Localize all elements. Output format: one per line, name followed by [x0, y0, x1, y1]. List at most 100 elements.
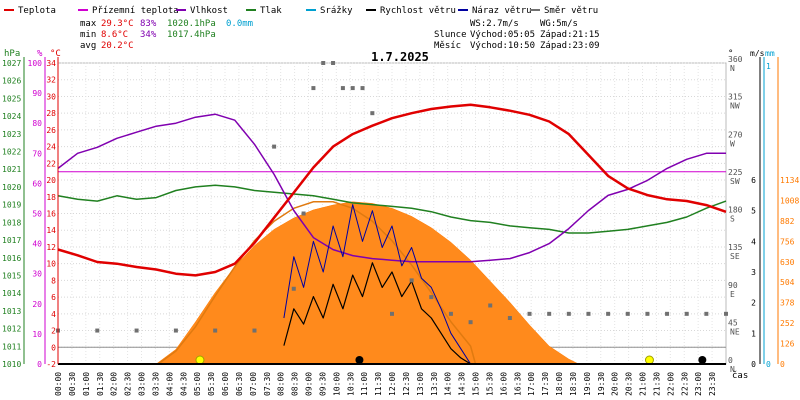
- wind-direction-point: [507, 316, 512, 321]
- wind-direction-point: [321, 61, 326, 65]
- stat-max-press: 1020.1hPa: [167, 19, 216, 29]
- hpa-tick-label: 1023: [2, 130, 21, 139]
- legend-label: Teplota: [18, 6, 56, 16]
- temp-tick-label: 30: [46, 92, 56, 101]
- wm2-tick-label: 252: [780, 319, 795, 328]
- wm2-tick-label: 756: [780, 237, 795, 246]
- dir-axis-unit: °: [728, 49, 733, 59]
- wind-direction-point: [665, 311, 670, 316]
- x-tick-label: 21:30: [652, 372, 661, 396]
- stat-min-press: 1017.4hPa: [167, 30, 216, 40]
- legend: Teplota Přízemní teplota Vlhkost Tlak Srážky…: [4, 6, 598, 16]
- x-tick-label: 18:00: [555, 372, 564, 396]
- hpa-tick-label: 1015: [2, 271, 21, 280]
- x-tick-label: 15:00: [472, 372, 481, 396]
- legend-label: Náraz větru: [472, 6, 532, 16]
- pct-tick-label: 60: [32, 179, 42, 188]
- x-tick-label: 05:30: [207, 372, 216, 396]
- x-tick-label: 03:00: [138, 372, 147, 396]
- x-tick-label: 19:30: [597, 372, 606, 396]
- wind-direction-point: [340, 86, 345, 91]
- x-tick-label: 15:30: [485, 372, 494, 396]
- stat-max-rain: 0.0mm: [226, 19, 253, 29]
- wind-direction-point: [390, 311, 394, 316]
- humidity-line: [57, 113, 726, 263]
- x-tick-label: 09:00: [305, 372, 314, 396]
- hpa-tick-label: 1022: [2, 148, 21, 157]
- wind-direction-point: [213, 328, 218, 333]
- wind-direction-point: [586, 311, 591, 316]
- temperature-line: [57, 103, 727, 277]
- x-tick-label: 07:00: [249, 372, 258, 396]
- wm2-tick-label: 126: [780, 340, 795, 349]
- x-tick-label: 22:00: [666, 372, 675, 396]
- x-tick-label: 02:00: [110, 372, 119, 396]
- temp-tick-label: 8: [51, 276, 56, 285]
- moon-rise: Východ:10:50: [470, 41, 535, 51]
- hpa-tick-label: 1026: [2, 77, 21, 86]
- x-tick-label: 04:30: [179, 372, 188, 396]
- dir-tick-degree: 180: [728, 206, 743, 215]
- x-tick-label: 08:30: [291, 372, 300, 396]
- wind-gust-line: [283, 204, 472, 365]
- sun-rise: Východ:05:05: [470, 30, 535, 40]
- x-tick-label: 11:30: [374, 372, 383, 396]
- x-tick-label: 04:00: [165, 372, 174, 396]
- wm2-tick-label: 1008: [780, 196, 799, 205]
- pct-tick-label: 90: [32, 89, 42, 98]
- temp-tick-label: 18: [46, 193, 56, 202]
- hpa-tick-label: 1027: [2, 59, 21, 68]
- x-tick-label: 07:30: [263, 372, 272, 396]
- temp-tick-label: 16: [46, 210, 56, 219]
- hpa-tick-label: 1014: [2, 289, 21, 298]
- sun-sunrise-marker: [195, 355, 205, 365]
- wind-speed-line: [283, 262, 471, 365]
- moon-label: Měsíc: [434, 41, 461, 51]
- dir-tick-degree: 270: [728, 130, 743, 139]
- stat-max-label: max: [80, 19, 97, 29]
- wm2-tick-label: 0: [780, 360, 785, 369]
- dir-tick-label: N: [730, 64, 735, 73]
- x-tick-label: 05:00: [193, 372, 202, 396]
- wind-direction-point: [547, 311, 552, 316]
- x-tick-label: 06:00: [221, 372, 230, 396]
- dir-tick-label: SE: [730, 252, 740, 261]
- x-tick-label: 03:30: [151, 372, 160, 396]
- x-tick-label: 23:30: [708, 372, 717, 396]
- dir-tick-degree: 45: [728, 318, 738, 327]
- legend-label: Vlhkost: [190, 6, 228, 16]
- ms-tick-label: 3: [751, 268, 756, 277]
- wind-direction-point: [301, 211, 306, 216]
- stat-max-temp: 29.3°C: [101, 19, 134, 29]
- dir-tick-label: NE: [730, 327, 740, 336]
- x-tick-label: 00:00: [54, 372, 63, 396]
- x-tick-label: 10:00: [332, 372, 341, 396]
- wm2-tick-label: 1134: [780, 176, 799, 185]
- hpa-tick-label: 1012: [2, 325, 21, 334]
- x-tick-label: 11:00: [360, 372, 369, 396]
- temp-tick-label: 22: [46, 159, 56, 168]
- wind-direction-point: [566, 311, 571, 316]
- wind-direction-point: [724, 311, 728, 316]
- x-tick-label: 10:30: [346, 372, 355, 396]
- wind-wg: WG:5m/s: [540, 19, 578, 29]
- wind-direction-point: [134, 328, 139, 333]
- x-tick-label: 21:00: [639, 372, 648, 396]
- x-tick-label: 14:30: [458, 372, 467, 396]
- sun-set: Západ:21:15: [540, 30, 600, 40]
- x-tick-label: 02:30: [124, 372, 133, 396]
- x-tick-label: 01:00: [82, 372, 91, 396]
- x-tick-label: 00:30: [68, 372, 77, 396]
- wind-direction-point: [95, 328, 100, 333]
- temp-tick-label: 4: [51, 310, 56, 319]
- wm2-tick-label: 504: [780, 278, 795, 287]
- stat-min-label: min: [80, 30, 96, 40]
- x-tick-label: 20:30: [625, 372, 634, 396]
- chart-title: 1.7.2025: [371, 50, 429, 64]
- wind-direction-point: [173, 328, 178, 333]
- x-tick-label: 14:00: [444, 372, 453, 396]
- sun-sunset-marker: [644, 355, 654, 365]
- dir-tick-label: S: [730, 215, 735, 224]
- hpa-tick-label: 1019: [2, 201, 21, 210]
- pct-tick-label: 0: [37, 360, 42, 369]
